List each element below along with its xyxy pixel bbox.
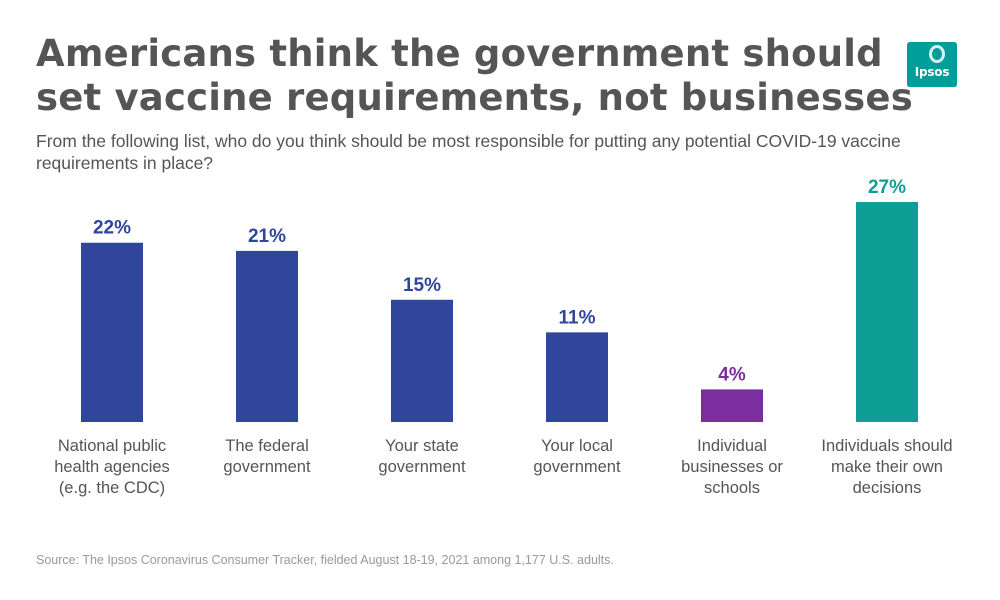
data-label-5: 27% (868, 177, 906, 198)
data-label-4: 4% (718, 364, 746, 385)
data-label-3: 11% (559, 307, 596, 328)
bar-5 (856, 202, 918, 422)
bar-4 (701, 389, 763, 422)
title-line-1: Americans think the government should (36, 32, 883, 75)
title-line-2: set vaccine requirements, not businesses (36, 76, 913, 119)
logo-text: Ipsos (914, 65, 950, 79)
category-label-5: Individuals should make their own decision… (821, 437, 952, 497)
ipsos-logo: Ipsos (906, 40, 958, 88)
source-note: Source: The Ipsos Coronavirus Consumer T… (36, 553, 614, 567)
chart-subtitle: From the following list, who do you thin… (36, 131, 901, 173)
category-label-1: The federal government (223, 437, 311, 476)
category-label-0: National public health agencies (e.g. the … (54, 437, 170, 497)
chart-title: Americans think the government should se… (36, 32, 916, 120)
category-label-3: Your local government (533, 437, 621, 476)
category-label-2: Your state government (378, 437, 466, 476)
data-label-1: 21% (248, 226, 286, 247)
bar-1 (236, 250, 298, 422)
data-label-2: 15% (403, 275, 441, 296)
category-label-4: Individual businesses or schools (681, 437, 783, 497)
bar-2 (391, 299, 453, 422)
data-label-0: 22% (93, 218, 131, 239)
bar-0 (81, 242, 143, 422)
bar-3 (546, 332, 608, 422)
